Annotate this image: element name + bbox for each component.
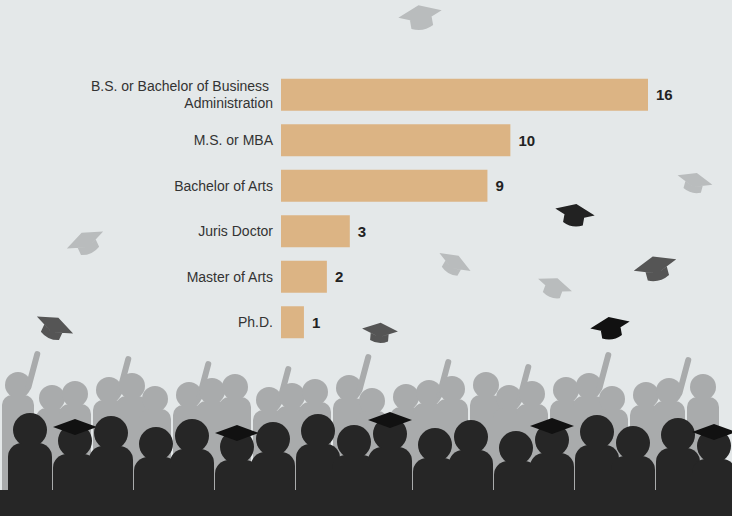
svg-text:Bachelor of Arts: Bachelor of Arts [174,178,273,194]
svg-text:M.S. or MBA: M.S. or MBA [194,132,274,148]
svg-text:10: 10 [518,132,535,149]
svg-text:Administration: Administration [184,95,273,111]
svg-text:B.S. or Bachelor of Business: B.S. or Bachelor of Business [91,78,273,94]
svg-text:Ph.D.: Ph.D. [238,314,273,330]
svg-text:3: 3 [358,223,366,240]
svg-text:Juris Doctor: Juris Doctor [198,223,273,239]
svg-text:2: 2 [335,268,343,285]
svg-text:9: 9 [495,177,503,194]
svg-text:16: 16 [656,86,673,103]
svg-text:Master of Arts: Master of Arts [187,269,273,285]
svg-text:1: 1 [312,314,320,331]
